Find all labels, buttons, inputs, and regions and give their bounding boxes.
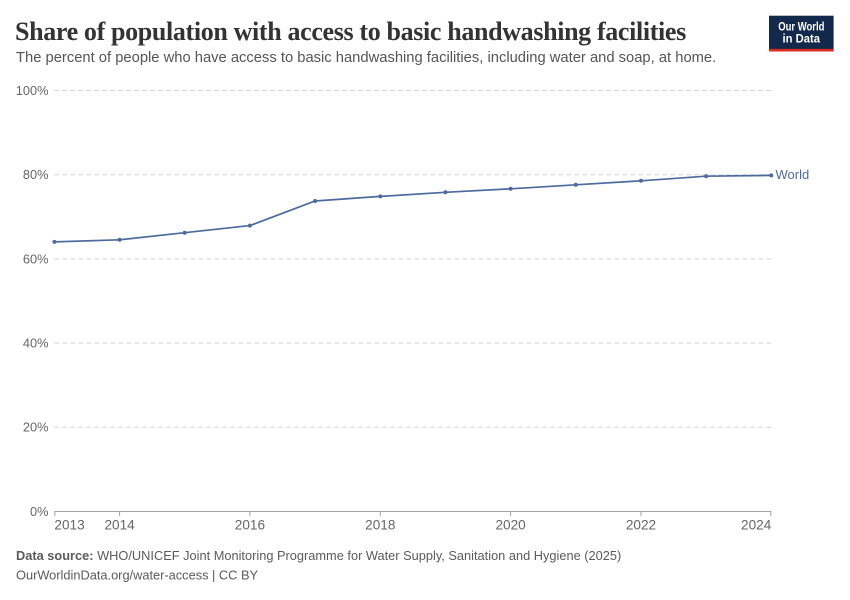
svg-text:2018: 2018 bbox=[365, 518, 395, 533]
svg-text:2016: 2016 bbox=[235, 518, 265, 533]
svg-text:in Data: in Data bbox=[783, 33, 821, 46]
svg-text:0%: 0% bbox=[30, 504, 49, 519]
svg-text:2014: 2014 bbox=[104, 518, 135, 533]
svg-text:The percent of people who have: The percent of people who have access to… bbox=[16, 50, 716, 66]
svg-text:World: World bbox=[776, 167, 810, 182]
svg-text:20%: 20% bbox=[23, 420, 49, 435]
svg-text:60%: 60% bbox=[23, 251, 49, 266]
svg-text:2024: 2024 bbox=[741, 518, 772, 533]
svg-text:Our World: Our World bbox=[778, 21, 824, 34]
svg-text:2020: 2020 bbox=[495, 518, 526, 533]
svg-text:80%: 80% bbox=[23, 167, 49, 182]
svg-text:2013: 2013 bbox=[54, 518, 84, 533]
svg-text:OurWorldinData.org/water-acces: OurWorldinData.org/water-access | CC BY bbox=[16, 568, 259, 583]
svg-text:Share of population with acces: Share of population with access to basic… bbox=[15, 17, 686, 46]
svg-text:100%: 100% bbox=[16, 83, 49, 98]
svg-text:2022: 2022 bbox=[626, 518, 656, 533]
svg-text:40%: 40% bbox=[23, 336, 49, 351]
svg-text:Data source: WHO/UNICEF Joint: Data source: WHO/UNICEF Joint Monitoring… bbox=[16, 548, 621, 563]
